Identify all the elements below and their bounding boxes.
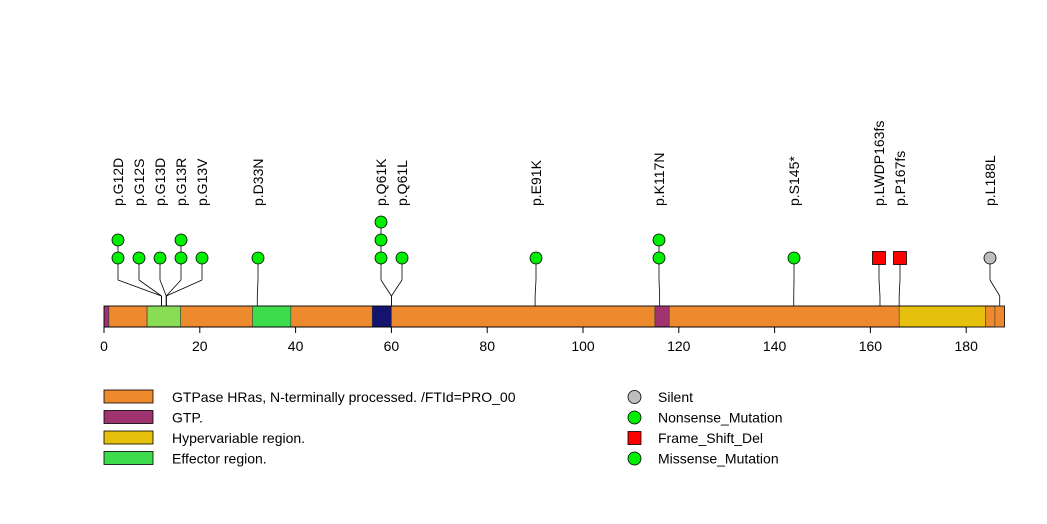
mutation-connector (898, 279, 901, 297)
mutation-connector (166, 279, 203, 297)
missense-marker (787, 251, 801, 265)
mutation-label: p.G12S (131, 159, 147, 206)
mutation-label: p.P167fs (892, 151, 908, 206)
legend-circle-marker (627, 451, 642, 466)
missense-marker (174, 233, 188, 247)
axis-tick-label: 120 (667, 338, 691, 354)
mutation-label: p.G13D (152, 158, 168, 206)
region-7 (898, 305, 986, 328)
mutation-connector (658, 279, 661, 297)
legend-square-marker (627, 431, 642, 445)
legend-region-swatch (103, 451, 154, 465)
axis-tick-label: 60 (384, 338, 400, 354)
legend-mutation-label: Silent (658, 389, 693, 405)
missense-marker (132, 251, 146, 265)
x-axis: 0 20 40 60 80 100 120 140 160 180 (100, 326, 979, 354)
mutation-label: p.G12D (110, 158, 126, 206)
region-3 (146, 305, 181, 328)
mutation-label: p.K117N (651, 153, 667, 206)
missense-marker (195, 251, 209, 265)
legend-region-swatch (103, 430, 154, 445)
region-1 (103, 305, 110, 328)
region-4 (252, 305, 292, 328)
legend-region-label: GTPase HRas, N-terminally processed. /FT… (172, 389, 516, 405)
region-0 (108, 305, 996, 328)
frameshift-marker (872, 251, 886, 265)
axis-tick-label: 40 (288, 338, 304, 354)
missense-marker (251, 251, 265, 265)
legend-region-label: GTP. (172, 410, 203, 426)
missense-marker (529, 251, 543, 265)
mutation-connector (117, 279, 162, 297)
mutation-label: p.G13R (173, 158, 189, 206)
mutation-connector (165, 279, 182, 297)
protein-bar (103, 305, 1005, 328)
mutation-label: p.S145* (786, 156, 802, 206)
missense-marker (174, 251, 188, 265)
missense-marker (111, 251, 125, 265)
missense-marker (652, 233, 666, 247)
mutation-label: p.Q61K (373, 158, 389, 206)
missense-marker (111, 233, 125, 247)
mutation-connector (989, 279, 1001, 297)
mutation-label: p.G13V (194, 158, 210, 206)
legend-region-label: Hypervariable region. (172, 430, 305, 446)
mutation-label: p.D33N (250, 159, 266, 206)
missense-marker (652, 251, 666, 265)
silent-marker (983, 251, 997, 265)
frameshift-marker (893, 251, 907, 265)
mutation-connector (391, 279, 403, 297)
legend: GTPase HRas, N-terminally processed. /FT… (103, 389, 783, 467)
legend-mutation-label: Nonsense_Mutation (658, 410, 783, 426)
axis-tick-label: 100 (571, 338, 595, 354)
legend-circle-marker (627, 410, 642, 425)
legend-region-swatch (103, 410, 154, 424)
mutation-label: p.LWDP163fs (871, 121, 887, 206)
legend-mutation-label: Frame_Shift_Del (658, 430, 763, 446)
mutation-connector (256, 279, 259, 297)
mutation-connector (380, 279, 392, 297)
axis-tick-label: 140 (763, 338, 787, 354)
axis-tick-label: 160 (859, 338, 883, 354)
mutation-connector (878, 279, 881, 297)
mutation-markers (111, 215, 997, 265)
axis-tick-label: 180 (955, 338, 979, 354)
missense-marker (374, 233, 388, 247)
mutation-label: p.Q61L (394, 160, 410, 206)
legend-mutation-label: Missense_Mutation (658, 451, 779, 467)
missense-marker (153, 251, 167, 265)
missense-marker (395, 251, 409, 265)
axis-tick-label: 20 (192, 338, 208, 354)
missense-marker (374, 251, 388, 265)
axis-tick-label: 0 (100, 338, 108, 354)
mutation-connector (534, 279, 537, 297)
mutation-label: p.L188L (982, 155, 998, 206)
mutation-sticks (117, 222, 991, 280)
mutation-connector (159, 279, 167, 297)
legend-region-swatch (103, 389, 154, 404)
mutation-label: p.E91K (528, 159, 544, 206)
mutation-labels: p.G12D p.G12S p.G13D p.G13R p.G13V p.D33N p.Q6… (110, 121, 998, 206)
axis-tick-label: 80 (479, 338, 495, 354)
legend-circle-marker (627, 390, 642, 404)
mutation-connector (138, 279, 162, 297)
region-5 (371, 305, 392, 328)
legend-region-label: Effector region. (172, 451, 267, 467)
region-6 (654, 305, 670, 328)
missense-marker (374, 215, 388, 229)
